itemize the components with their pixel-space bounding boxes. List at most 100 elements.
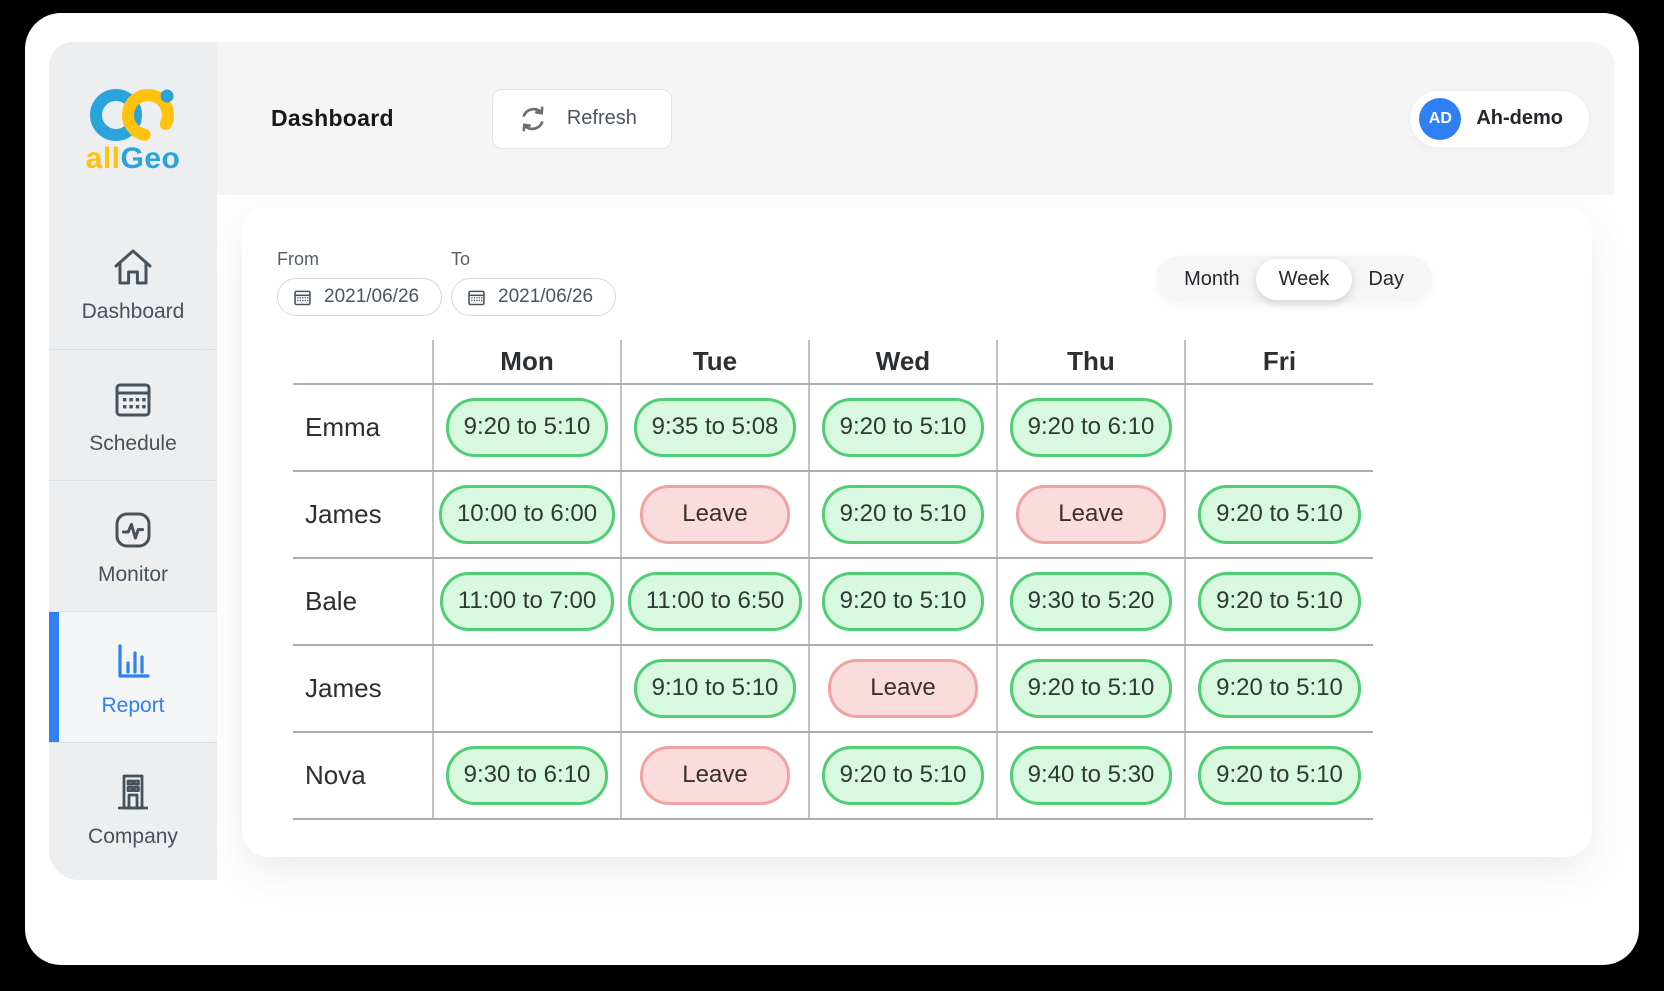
time-pill: 9:10 to 5:10	[633, 659, 797, 718]
to-date-value: 2021/06/26	[498, 286, 594, 307]
column-header-thu: Thu	[996, 340, 1185, 385]
sidebar-item-monitor[interactable]: Monitor	[49, 480, 217, 611]
time-pill: 9:20 to 5:10	[821, 398, 985, 457]
table-row: Emma 9:20 to 5:10 9:35 to 5:08 9:20 to 5…	[293, 384, 1373, 472]
from-date-group: From 2021/06/26	[277, 249, 442, 316]
column-header-mon: Mon	[432, 340, 621, 385]
view-option-day[interactable]: Day	[1368, 267, 1404, 290]
table-row: Nova 9:30 to 6:10 Leave 9:20 to 5:10 9:4…	[293, 732, 1373, 820]
shift-cell: 9:35 to 5:08	[620, 384, 809, 472]
shift-cell: 9:20 to 5:10	[1184, 645, 1373, 733]
pulse-monitor-icon	[115, 512, 151, 547]
filters-row: From 2021/06/26	[277, 249, 1557, 316]
shift-cell-empty	[1184, 384, 1373, 472]
user-menu[interactable]: AD Ah-demo	[1409, 89, 1590, 148]
sidebar-item-report[interactable]: Report	[49, 611, 217, 742]
view-option-week[interactable]: Week	[1255, 258, 1353, 300]
time-pill: 9:20 to 5:10	[1198, 659, 1361, 718]
time-pill: 11:00 to 6:50	[627, 572, 803, 631]
report-card: From 2021/06/26	[242, 207, 1592, 857]
calendar-icon	[115, 383, 151, 416]
allgeo-logo: allGeo	[49, 42, 217, 218]
leave-pill: Leave	[828, 659, 978, 718]
employee-name: Nova	[293, 732, 433, 820]
sidebar-item-label: Schedule	[89, 431, 177, 455]
table-row: Bale 11:00 to 7:00 11:00 to 6:50 9:20 to…	[293, 558, 1373, 646]
shift-cell: 9:30 to 5:20	[996, 558, 1185, 646]
employee-name: Emma	[293, 384, 433, 472]
shift-cell: 11:00 to 6:50	[620, 558, 809, 646]
column-header-tue: Tue	[620, 340, 809, 385]
to-date-group: To 2021/06/26	[451, 249, 616, 316]
to-date-input[interactable]: 2021/06/26	[451, 278, 616, 316]
page-title: Dashboard	[271, 105, 394, 131]
shift-cell: 11:00 to 7:00	[432, 558, 621, 646]
shift-cell: 9:20 to 5:10	[432, 384, 621, 472]
time-pill: 9:20 to 5:10	[1198, 572, 1361, 631]
shift-cell: 9:20 to 5:10	[808, 732, 997, 820]
employee-name: James	[293, 471, 433, 559]
shift-cell: Leave	[620, 732, 809, 820]
shift-cell-empty	[432, 645, 621, 733]
shift-cell: 9:20 to 5:10	[1184, 471, 1373, 559]
to-label: To	[451, 249, 471, 269]
time-pill: 9:20 to 5:10	[1198, 485, 1361, 544]
time-pill: 11:00 to 7:00	[439, 572, 615, 631]
shift-cell: 9:40 to 5:30	[996, 732, 1185, 820]
time-pill: 9:35 to 5:08	[633, 398, 797, 457]
time-pill: 9:20 to 5:10	[821, 485, 985, 544]
from-date-input[interactable]: 2021/06/26	[277, 278, 442, 316]
time-pill: 9:20 to 5:10	[1009, 659, 1173, 718]
leave-pill: Leave	[1016, 485, 1166, 544]
sidebar-item-label: Monitor	[97, 562, 169, 586]
refresh-icon	[522, 105, 544, 132]
employee-name: James	[293, 645, 433, 733]
column-header-fri: Fri	[1184, 340, 1373, 385]
refresh-button[interactable]: Refresh	[491, 88, 672, 149]
user-name: Ah-demo	[1476, 107, 1563, 129]
shift-cell: Leave	[808, 645, 997, 733]
shift-cell: 9:20 to 5:10	[808, 471, 997, 559]
sidebar-item-company[interactable]: Company	[49, 742, 217, 873]
time-pill: 9:20 to 6:10	[1009, 398, 1173, 457]
table-header-row: Mon Tue Wed Thu Fri	[293, 340, 1373, 385]
time-pill: 9:20 to 5:10	[821, 746, 985, 805]
shift-cell: Leave	[996, 471, 1185, 559]
sidebar: allGeo Dashboard Schedule	[49, 42, 217, 880]
active-indicator	[49, 612, 59, 742]
building-icon	[118, 774, 148, 809]
shift-cell: 9:20 to 5:10	[996, 645, 1185, 733]
sidebar-item-schedule[interactable]: Schedule	[49, 349, 217, 480]
name-column-header	[293, 340, 433, 385]
app-window: allGeo Dashboard Schedule	[25, 13, 1639, 965]
time-pill: 10:00 to 6:00	[438, 485, 616, 544]
sidebar-item-label: Report	[101, 693, 165, 717]
shift-cell: 9:20 to 5:10	[1184, 732, 1373, 820]
allgeo-infinity-icon	[90, 89, 174, 141]
shift-cell: 9:20 to 5:10	[1184, 558, 1373, 646]
from-label: From	[277, 249, 319, 269]
table-row: James 9:10 to 5:10 Leave 9:20 to 5:10 9:…	[293, 645, 1373, 733]
time-pill: 9:30 to 6:10	[445, 746, 609, 805]
bar-chart-icon	[118, 643, 150, 678]
shift-cell: 9:20 to 5:10	[808, 558, 997, 646]
time-pill: 9:40 to 5:30	[1009, 746, 1173, 805]
shift-cell: 9:10 to 5:10	[620, 645, 809, 733]
avatar: AD	[1419, 97, 1462, 140]
logo-text: allGeo	[85, 142, 181, 175]
leave-pill: Leave	[640, 746, 790, 805]
refresh-label: Refresh	[566, 107, 637, 129]
sidebar-item-dashboard[interactable]: Dashboard	[49, 218, 217, 349]
topbar: Dashboard Refresh AD Ah-demo	[217, 42, 1615, 195]
sidebar-item-label: Dashboard	[81, 300, 185, 323]
leave-pill: Leave	[640, 485, 790, 544]
table-row: James 10:00 to 6:00 Leave 9:20 to 5:10 L…	[293, 471, 1373, 559]
time-pill: 9:20 to 5:10	[1198, 746, 1361, 805]
view-option-month[interactable]: Month	[1184, 267, 1240, 290]
calendar-small-icon	[468, 290, 485, 305]
sidebar-item-label: Company	[88, 824, 178, 848]
home-icon	[114, 249, 152, 285]
employee-name: Bale	[293, 558, 433, 646]
shift-cell: Leave	[620, 471, 809, 559]
schedule-table: Mon Tue Wed Thu Fri Emma 9:20 to 5:10 9:…	[293, 340, 1373, 820]
